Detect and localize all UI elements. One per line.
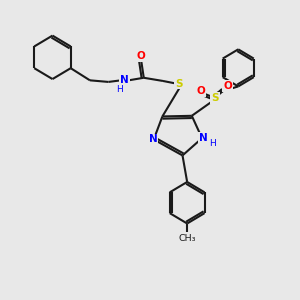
Text: O: O (223, 81, 232, 91)
Text: H: H (117, 85, 123, 94)
Text: H: H (209, 140, 216, 148)
Text: S: S (175, 79, 183, 88)
Text: O: O (137, 51, 146, 61)
Text: N: N (120, 75, 129, 85)
Text: N: N (149, 134, 158, 145)
Text: N: N (199, 133, 208, 143)
Text: O: O (196, 86, 205, 96)
Text: S: S (211, 93, 219, 103)
Text: CH₃: CH₃ (178, 234, 196, 243)
